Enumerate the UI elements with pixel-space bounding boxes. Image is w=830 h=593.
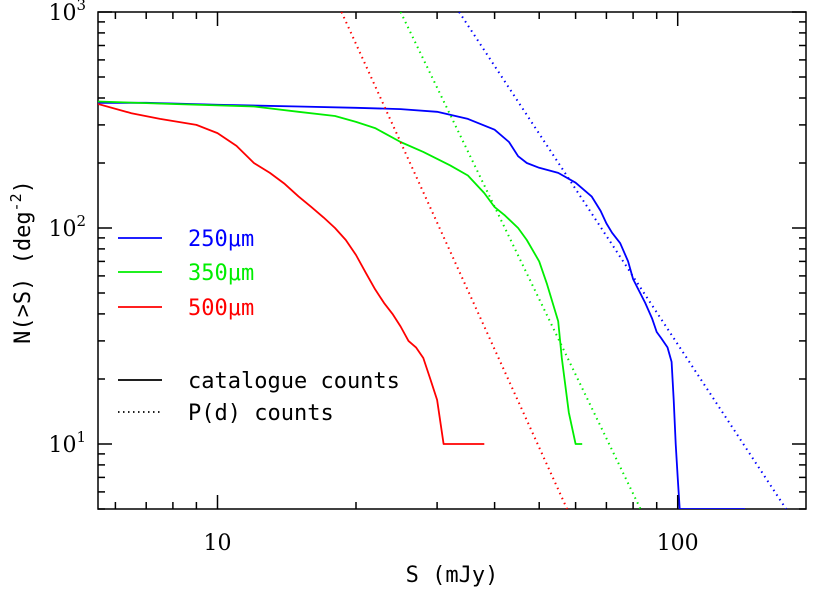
catalogue-counts-line-500 xyxy=(98,103,485,445)
legend-band-label-0: 250μm xyxy=(188,227,254,252)
catalogue-counts-line-350 xyxy=(98,100,583,445)
x-axis-title: S (mJy) xyxy=(406,563,499,588)
legend-band-label-2: 500μm xyxy=(188,296,254,321)
y-axis-title-main: N(>S) (deg xyxy=(11,211,36,343)
pd-counts-line-250 xyxy=(458,12,787,509)
legend-band-label-1: 350μm xyxy=(188,261,254,286)
y-axis-title-close: ) xyxy=(11,180,36,193)
y-axis-title-sup: -2 xyxy=(7,193,25,211)
x-tick-label: 100 xyxy=(657,531,699,556)
plot-area xyxy=(97,11,807,510)
y-tick-label: 103 xyxy=(48,0,86,26)
legend-style-label-pd: P(d) counts xyxy=(188,401,334,426)
catalogue-counts-line-250 xyxy=(98,101,745,509)
plot-frame xyxy=(97,11,807,510)
y-tick-label: 102 xyxy=(48,212,86,242)
y-tick-label: 101 xyxy=(48,428,86,458)
legend: 250μm 350μm 500μm catalogue counts P(d) … xyxy=(118,227,400,426)
pd-counts-line-350 xyxy=(399,12,642,509)
pd-counts-line-500 xyxy=(340,12,569,509)
data-curves xyxy=(98,12,787,509)
y-axis-title: N(>S) (deg-2) xyxy=(7,180,36,344)
x-tick-label: 10 xyxy=(204,531,232,556)
legend-style-label-catalogue: catalogue counts xyxy=(188,369,400,394)
axis-labels: 10 100 101 102 103 xyxy=(48,0,698,556)
axis-ticks xyxy=(98,11,806,510)
